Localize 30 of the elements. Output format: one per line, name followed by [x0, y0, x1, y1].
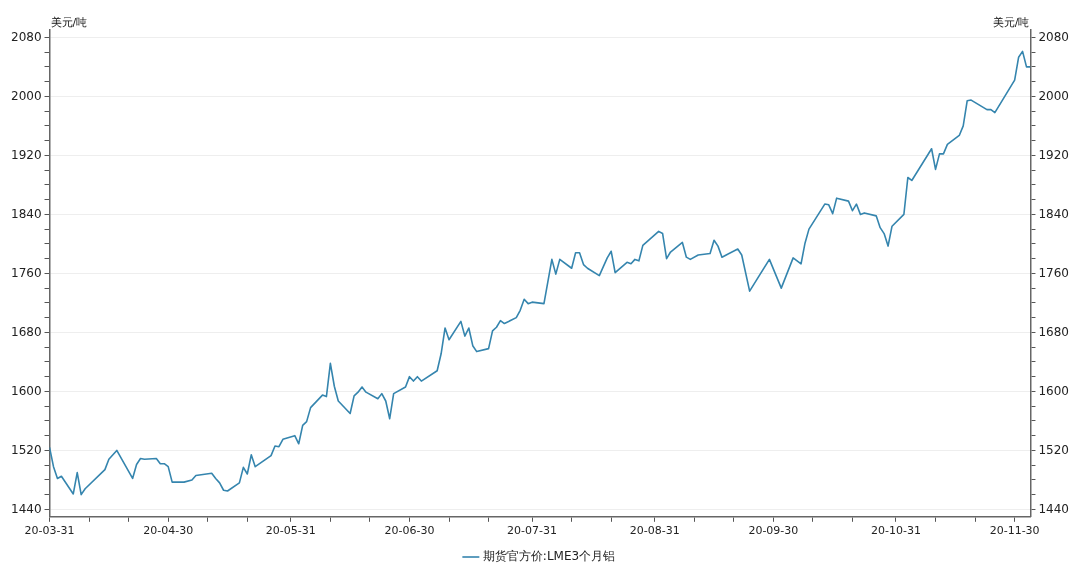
y-axis-title: 美元/吨 [50, 16, 88, 30]
y-tick-label: 1920 [10, 147, 42, 162]
x-tick-label: 20-07-31 [507, 524, 558, 538]
y2-tick-label: 1760 [1038, 265, 1070, 280]
y2-tick-label: 2000 [1038, 88, 1070, 103]
y-tick-label: 1600 [10, 383, 42, 398]
x-tick-label: 20-04-30 [143, 524, 194, 538]
y2-tick-label: 1840 [1038, 206, 1070, 221]
y-tick-label: 2080 [10, 29, 42, 44]
x-tick-label: 20-11-30 [989, 524, 1040, 538]
y-tick-label: 1760 [10, 265, 42, 280]
y2-tick-label: 1520 [1038, 442, 1070, 457]
y2-tick-label: 1680 [1038, 324, 1070, 339]
legend-label: 期货官方价:LME3个月铝 [482, 549, 616, 564]
x-tick-label: 20-08-31 [629, 524, 680, 538]
y2-tick-label: 1600 [1038, 383, 1070, 398]
x-tick-label: 20-06-30 [384, 524, 435, 538]
y2-axis-title: 美元/吨 [992, 16, 1030, 30]
y-tick-label: 1680 [10, 324, 42, 339]
y-tick-label: 2000 [10, 88, 42, 103]
x-tick-label: 20-05-31 [265, 524, 316, 538]
x-tick-label: 20-09-30 [748, 524, 799, 538]
y-tick-label: 1840 [10, 206, 42, 221]
y-tick-label: 1520 [10, 442, 42, 457]
x-tick-label: 20-10-31 [871, 524, 921, 538]
y-tick-label: 1440 [10, 501, 42, 516]
y2-tick-label: 1920 [1038, 147, 1070, 162]
x-tick-label: 20-03-31 [24, 524, 75, 538]
y2-tick-label: 2080 [1038, 29, 1070, 44]
y2-tick-label: 1440 [1038, 501, 1070, 516]
